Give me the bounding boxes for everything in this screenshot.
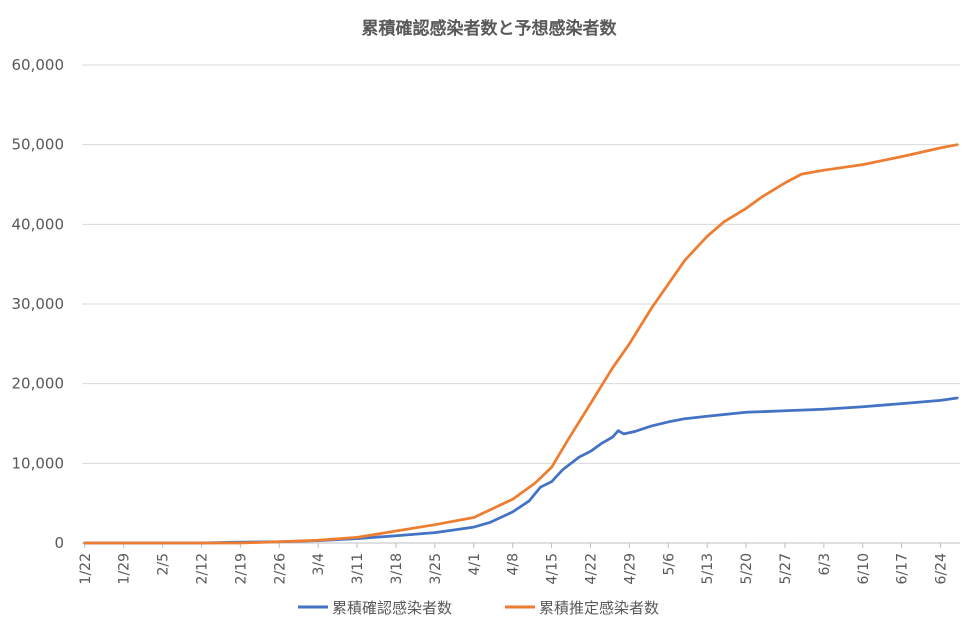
- y-tick-label: 0: [54, 534, 64, 552]
- x-tick-label: 6/24: [934, 553, 950, 585]
- y-tick-label: 60,000: [12, 56, 65, 74]
- x-tick-label: 5/6: [661, 553, 677, 576]
- x-tick-label: 2/19: [233, 553, 249, 584]
- y-tick-label: 10,000: [12, 454, 65, 472]
- x-tick-label: 2/12: [194, 553, 210, 584]
- x-tick-label: 4/29: [622, 553, 638, 584]
- x-tick-label: 6/10: [856, 553, 872, 584]
- x-tick-label: 6/3: [817, 553, 833, 576]
- x-tick-label: 3/4: [311, 553, 327, 576]
- x-tick-label: 2/5: [156, 553, 172, 576]
- y-tick-label: 40,000: [12, 215, 65, 233]
- x-tick-label: 4/1: [467, 553, 483, 576]
- y-tick-label: 50,000: [12, 136, 65, 154]
- x-tick-label: 1/29: [117, 553, 133, 584]
- x-tick-label: 2/26: [272, 553, 288, 585]
- y-tick-label: 20,000: [12, 375, 65, 393]
- series-line-2: [83, 143, 959, 545]
- series-line-1: [83, 396, 959, 545]
- x-tick-label: 5/20: [739, 553, 755, 584]
- chart-title: 累積確認感染者数と予想感染者数: [361, 19, 617, 39]
- y-tick-label: 30,000: [12, 295, 65, 313]
- x-tick-label: 3/18: [389, 553, 405, 584]
- x-tick-label: 4/15: [545, 553, 561, 584]
- x-tick-label: 5/13: [700, 553, 716, 584]
- legend-label: 累積推定感染者数: [539, 599, 659, 617]
- x-tick-label: 4/22: [583, 553, 599, 584]
- x-tick-label: 3/11: [350, 553, 366, 584]
- x-tick-label: 1/22: [78, 553, 94, 584]
- x-tick-label: 4/8: [506, 553, 522, 576]
- x-tick-label: 3/25: [428, 553, 444, 584]
- x-tick-label: 6/17: [895, 553, 911, 584]
- x-tick-label: 5/27: [778, 553, 794, 584]
- legend-label: 累積確認感染者数: [332, 599, 452, 617]
